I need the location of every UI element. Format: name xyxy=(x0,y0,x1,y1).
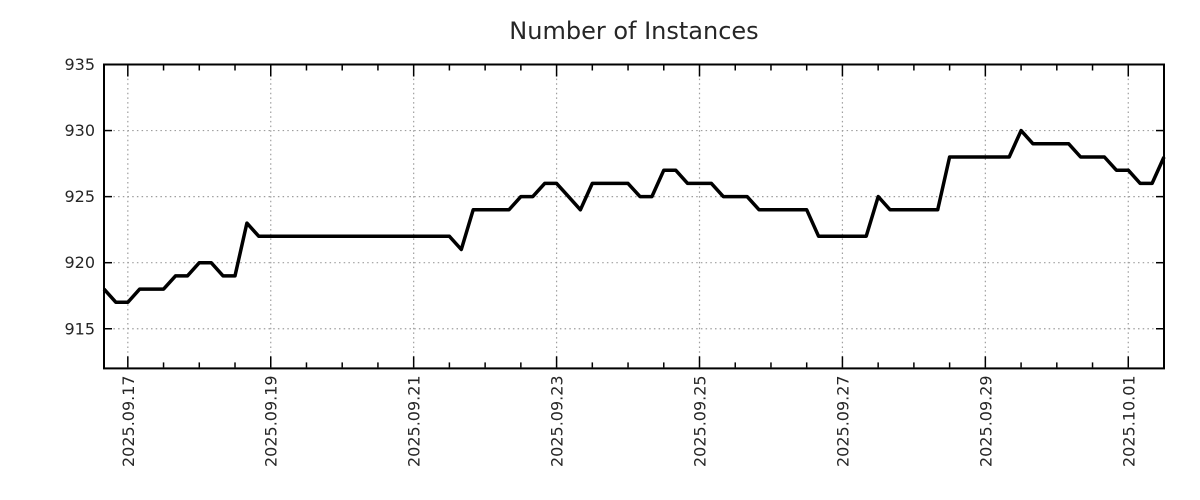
axes-layer xyxy=(103,63,1165,370)
labels-layer: 915 920 925 930 935 2025.09.17 2025.09.19 2025.… xyxy=(64,55,1138,467)
y-tick-label: 925 xyxy=(64,187,95,206)
y-tick-label: 935 xyxy=(64,55,95,74)
series-layer xyxy=(102,128,1166,305)
x-tick-label-group: 2025.09.25 xyxy=(691,375,710,467)
x-tick-label: 2025.09.23 xyxy=(548,375,567,467)
grid-layer xyxy=(104,64,1164,369)
x-tick-label-group: 2025.09.19 xyxy=(262,375,281,467)
x-tick-label: 2025.09.25 xyxy=(691,375,710,467)
x-tick-label-group: 2025.09.17 xyxy=(119,375,138,467)
x-tick-label: 2025.09.19 xyxy=(262,375,281,467)
y-tick-label: 930 xyxy=(64,121,95,140)
plot-border xyxy=(103,63,1165,370)
x-tick-label: 2025.09.21 xyxy=(405,375,424,467)
x-tick-label: 2025.10.01 xyxy=(1119,375,1138,467)
series-line xyxy=(102,128,1166,305)
x-tick-label-group: 2025.09.21 xyxy=(405,375,424,467)
x-tick-label-group: 2025.09.23 xyxy=(548,375,567,467)
x-tick-label-group: 2025.09.29 xyxy=(976,375,995,467)
x-tick-label-group: 2025.10.01 xyxy=(1119,375,1138,467)
x-tick-label: 2025.09.27 xyxy=(833,375,852,467)
x-tick-label: 2025.09.29 xyxy=(976,375,995,467)
y-tick-label: 915 xyxy=(64,319,95,338)
y-tick-label: 920 xyxy=(64,253,95,272)
ticks-layer xyxy=(105,63,1165,368)
x-tick-label: 2025.09.17 xyxy=(119,375,138,467)
chart-title: Number of Instances xyxy=(509,17,758,45)
x-tick-label-group: 2025.09.27 xyxy=(833,375,852,467)
